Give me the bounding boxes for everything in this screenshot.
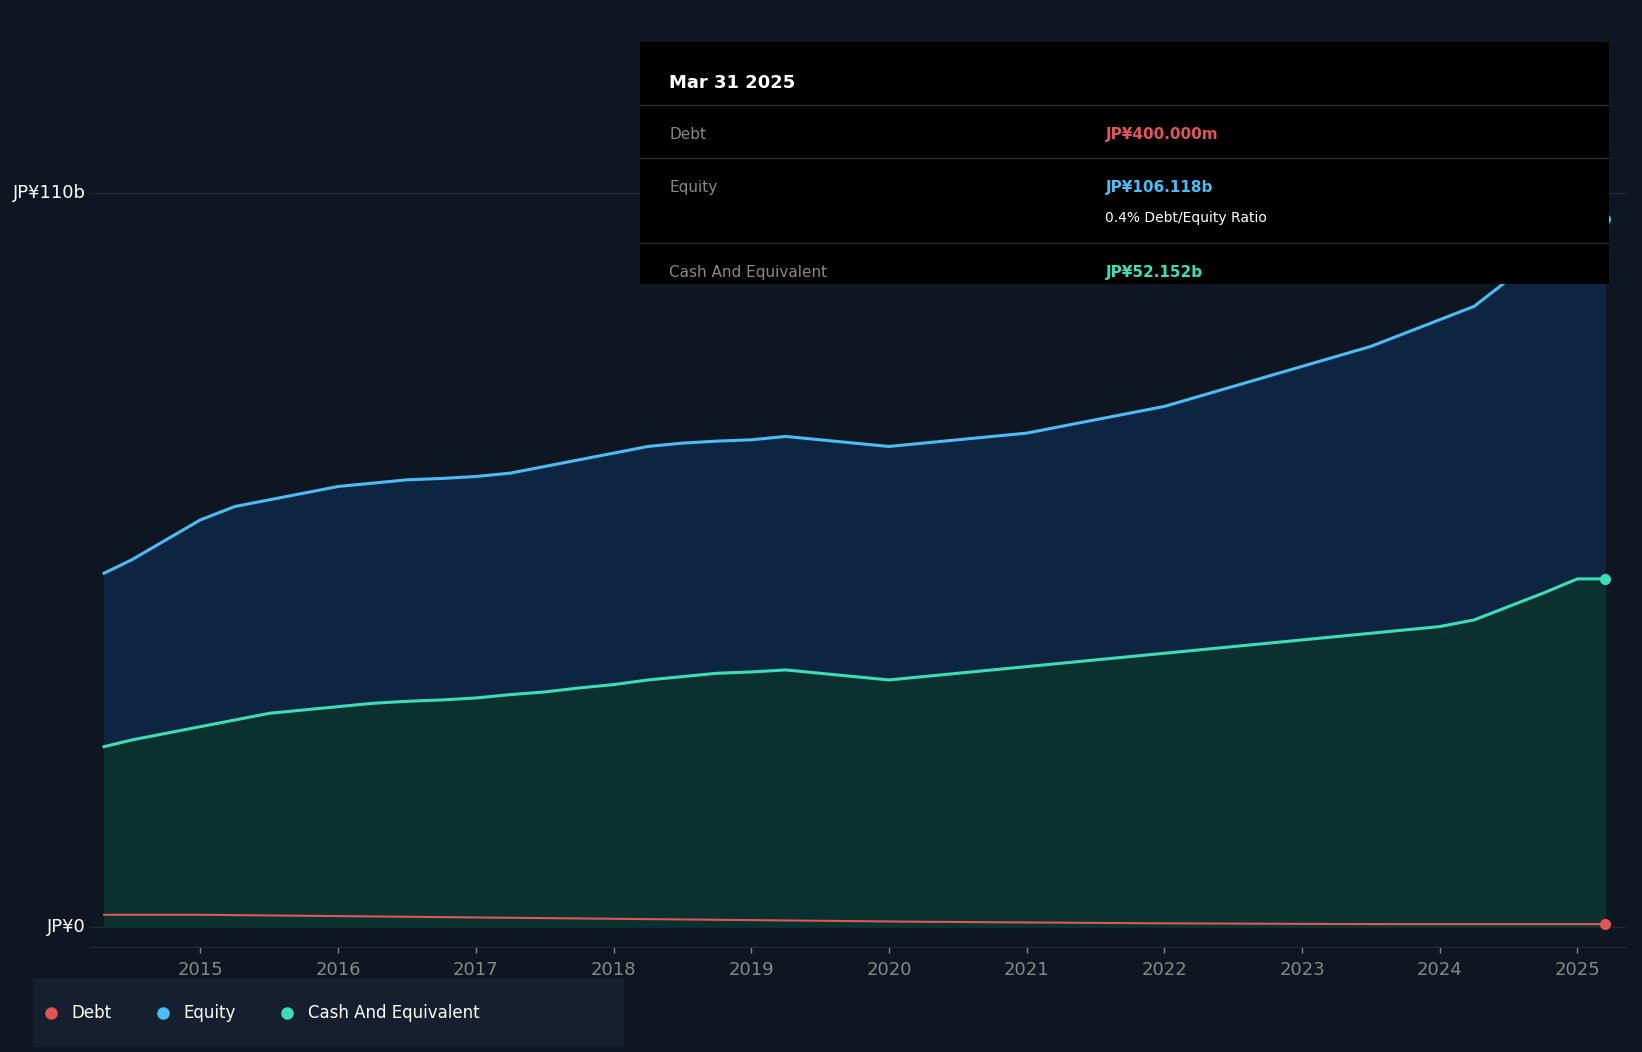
Text: JP¥52.152b: JP¥52.152b [1105,265,1202,280]
Text: 0.4% Debt/Equity Ratio: 0.4% Debt/Equity Ratio [1105,211,1268,225]
Text: Debt: Debt [71,1004,112,1021]
Text: Cash And Equivalent: Cash And Equivalent [670,265,828,280]
Text: Equity: Equity [184,1004,236,1021]
Text: Mar 31 2025: Mar 31 2025 [670,74,796,92]
Text: Equity: Equity [670,180,718,195]
Text: Cash And Equivalent: Cash And Equivalent [307,1004,479,1021]
Text: Debt: Debt [670,127,706,142]
Text: JP¥110b: JP¥110b [13,184,85,202]
Text: JP¥106.118b: JP¥106.118b [1105,180,1213,195]
Text: JP¥0: JP¥0 [48,917,85,936]
Text: JP¥400.000m: JP¥400.000m [1105,127,1218,142]
